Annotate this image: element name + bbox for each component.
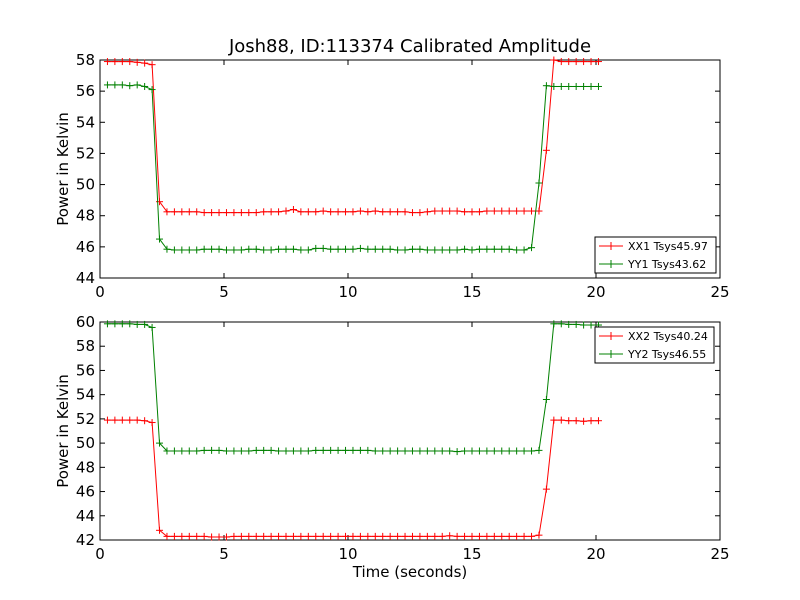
top-panel: 0 5 10 15 20 25 44 46 48 50 52 54 56 58 Power in Kel… [54, 51, 730, 301]
top-y-axis-label: Power in Kelvin [54, 112, 72, 226]
top-x-tick-label: 10 [338, 283, 357, 301]
bottom-x-tick-label: 5 [219, 545, 229, 563]
bottom-legend: XX2 Tsys40.24 YY2 Tsys46.55 [594, 326, 715, 364]
top-y-tick-label: 52 [76, 144, 95, 162]
top-x-tick-label: 5 [219, 283, 229, 301]
bottom-legend-label-xx2: XX2 Tsys40.24 [628, 330, 708, 343]
bottom-x-tick-label: 10 [338, 545, 357, 563]
bottom-y-tick-label: 48 [76, 458, 95, 476]
x-axis-label: Time (seconds) [352, 563, 468, 581]
bottom-y-tick-label: 46 [76, 483, 95, 501]
top-y-tick-label: 58 [76, 51, 95, 69]
bottom-ticks [99, 321, 721, 541]
top-x-tick-labels: 0 5 10 15 20 25 [95, 283, 729, 301]
top-y-tick-label: 56 [76, 82, 95, 100]
bottom-y-tick-label: 50 [76, 434, 95, 452]
bottom-y-tick-label: 60 [76, 313, 95, 331]
top-x-tick-label: 25 [710, 283, 729, 301]
top-plot-frame [99, 59, 721, 279]
top-x-tick-label: 15 [462, 283, 481, 301]
top-y-tick-label: 54 [76, 113, 95, 131]
bottom-y-tick-label: 44 [76, 507, 95, 525]
bottom-x-tick-label: 0 [95, 545, 105, 563]
top-y-tick-labels: 44 46 48 50 52 54 56 58 [76, 51, 95, 287]
top-legend: XX1 Tsys45.97 YY1 Tsys43.62 [594, 236, 717, 274]
top-ticks [99, 59, 721, 279]
bottom-x-tick-labels: 0 5 10 15 20 25 [95, 545, 729, 563]
bottom-y-tick-label: 56 [76, 361, 95, 379]
bottom-y-tick-label: 42 [76, 531, 95, 549]
top-legend-label-yy1: YY1 Tsys43.62 [627, 258, 706, 271]
bottom-x-tick-label: 20 [586, 545, 605, 563]
top-y-tick-label: 48 [76, 207, 95, 225]
top-series-layer [103, 56, 602, 254]
bottom-panel: 0 5 10 15 20 25 42 44 46 48 50 52 54 56 58 60 Power in… [54, 313, 730, 581]
chart-title: Josh88, ID:113374 Calibrated Amplitude [228, 36, 591, 57]
top-y-tick-label: 44 [76, 269, 95, 287]
bottom-series-layer [103, 320, 602, 541]
top-y-tick-label: 46 [76, 238, 95, 256]
bottom-y-tick-labels: 42 44 46 48 50 52 54 56 58 60 [76, 313, 95, 549]
bottom-y-tick-label: 58 [76, 337, 95, 355]
bottom-y-axis-label: Power in Kelvin [54, 374, 72, 488]
top-x-tick-label: 0 [95, 283, 105, 301]
bottom-y-tick-label: 52 [76, 410, 95, 428]
top-legend-box [594, 236, 717, 274]
bottom-legend-box [594, 326, 715, 364]
top-legend-label-xx1: XX1 Tsys45.97 [628, 240, 708, 253]
bottom-plot-frame [99, 321, 721, 541]
bottom-legend-label-yy2: YY2 Tsys46.55 [627, 348, 706, 361]
bottom-x-tick-label: 15 [462, 545, 481, 563]
bottom-y-tick-label: 54 [76, 386, 95, 404]
top-y-tick-label: 50 [76, 176, 95, 194]
top-x-tick-label: 20 [586, 283, 605, 301]
bottom-x-tick-label: 25 [710, 545, 729, 563]
